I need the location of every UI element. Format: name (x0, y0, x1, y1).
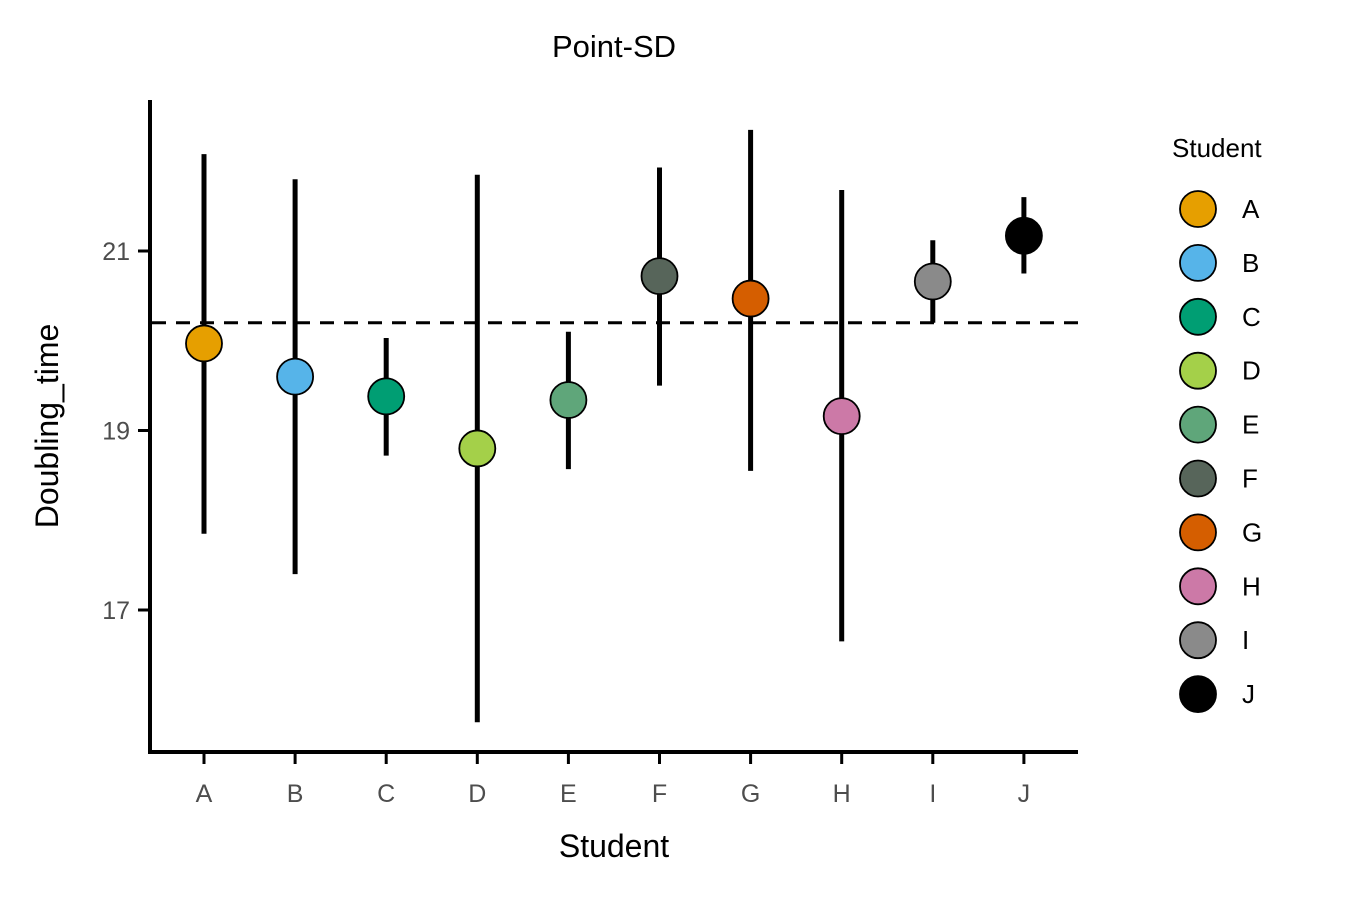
data-point (367, 377, 406, 416)
legend-title: Student (1172, 133, 1262, 163)
y-tick-label: 17 (102, 597, 130, 625)
legend-item: E (1179, 405, 1259, 444)
data-point (458, 429, 497, 468)
legend-label: A (1242, 194, 1260, 224)
x-tick-label: H (833, 780, 851, 808)
legend-label: C (1242, 302, 1261, 332)
legend-item: H (1179, 567, 1261, 606)
x-tick-label: A (196, 780, 213, 808)
chart-title: Point-SD (552, 29, 676, 64)
data-point (1005, 216, 1043, 255)
legend-item: C (1179, 297, 1261, 336)
x-axis-ticks: A B C D E F G H I J (196, 752, 1030, 808)
legend-item: J (1179, 675, 1255, 713)
legend-item: F (1179, 459, 1258, 498)
x-tick-label: F (652, 780, 667, 808)
legend-item: D (1179, 351, 1261, 390)
data-point (549, 381, 588, 419)
legend-item: B (1179, 243, 1259, 282)
data-point (822, 397, 861, 436)
legend-key (1179, 405, 1217, 444)
y-axis-ticks: 17 19 21 (102, 238, 150, 625)
y-tick-label: 19 (102, 418, 130, 446)
legend-label: B (1242, 248, 1259, 278)
legend-key (1179, 297, 1217, 336)
legend-key (1179, 351, 1217, 390)
data-point (640, 257, 679, 296)
x-tick-label: D (468, 780, 486, 808)
legend-key (1179, 567, 1217, 606)
legend-item: G (1179, 513, 1262, 552)
data-point (731, 279, 770, 318)
legend-key (1179, 621, 1217, 660)
legend-label: E (1242, 410, 1259, 440)
y-tick-label: 21 (102, 238, 130, 266)
legend-key (1179, 243, 1217, 282)
data-point (185, 324, 223, 363)
legend-item: I (1179, 621, 1249, 660)
y-axis-title: Doubling_time (29, 324, 65, 529)
data-points (185, 216, 1043, 468)
legend-label: D (1242, 356, 1261, 386)
x-tick-label: B (287, 780, 304, 808)
data-point (276, 357, 315, 396)
legend-label: J (1242, 679, 1255, 709)
legend-key (1179, 675, 1217, 713)
x-tick-label: J (1018, 780, 1031, 808)
legend-item: A (1179, 190, 1260, 228)
legend-key (1179, 190, 1217, 228)
legend-label: H (1242, 571, 1261, 601)
legend-label: F (1242, 464, 1258, 494)
data-point (913, 262, 952, 301)
error-bars (201, 129, 1027, 723)
x-tick-label: G (741, 780, 760, 808)
legend-label: G (1242, 517, 1262, 547)
x-axis-title: Student (559, 828, 669, 864)
plot-panel: 17 19 21 A B C D E F G H I J (102, 100, 1078, 808)
x-tick-label: I (929, 780, 936, 808)
x-tick-label: C (377, 780, 395, 808)
legend-label: I (1242, 625, 1249, 655)
legend-key (1179, 513, 1217, 552)
x-tick-label: E (560, 780, 577, 808)
legend-key (1179, 459, 1217, 498)
